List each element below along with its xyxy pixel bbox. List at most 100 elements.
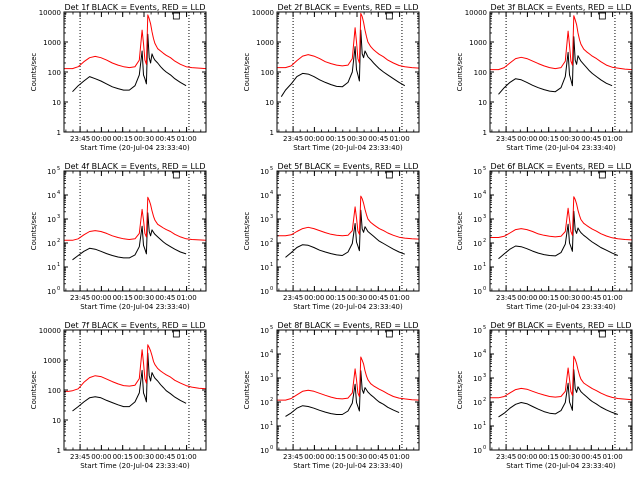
y-tick-exponent: 1: [483, 262, 486, 268]
y-tick-label: 1000: [469, 39, 487, 47]
y-tick-label: 10: [260, 192, 269, 200]
y-tick-exponent: 3: [483, 214, 486, 220]
x-tick-label: 00:00: [304, 294, 324, 302]
y-axis-label: Counts/sec: [456, 53, 464, 92]
x-axis-label: Start Time (20-Jul-04 23:33:40): [506, 144, 616, 152]
y-tick-label: 10: [47, 288, 56, 296]
x-axis-label: Start Time (20-Jul-04 23:33:40): [80, 144, 190, 152]
x-tick-label: 00:30: [560, 135, 580, 143]
legend-box-icon: [385, 171, 393, 179]
x-tick-label: 00:30: [560, 294, 580, 302]
y-tick-exponent: 0: [57, 286, 60, 292]
x-tick-label: 00:15: [326, 294, 346, 302]
chart-title: Det 2f BLACK = Events, RED = LLD: [277, 3, 418, 12]
y-tick-exponent: 4: [270, 190, 273, 196]
y-tick-label: 1: [270, 129, 274, 137]
y-tick-label: 10: [473, 240, 482, 248]
y-tick-exponent: 5: [483, 325, 486, 331]
y-tick-exponent: 0: [270, 286, 273, 292]
series-line-events: [498, 210, 618, 260]
x-tick-label: 00:30: [560, 453, 580, 461]
x-tick-label: 00:30: [347, 135, 367, 143]
x-tick-label: 00:15: [113, 453, 133, 461]
legend-box-icon: [172, 12, 180, 20]
x-tick-label: 01:00: [176, 135, 196, 143]
x-tick-label: 00:00: [517, 453, 537, 461]
x-tick-label: 00:15: [326, 135, 346, 143]
y-tick-label: 10: [265, 99, 274, 107]
y-tick-label: 10: [260, 216, 269, 224]
x-tick-label: 01:00: [389, 453, 409, 461]
plot-frame: [276, 329, 420, 451]
chart-title: Det 9f BLACK = Events, RED = LLD: [490, 321, 631, 330]
y-axis-label: Counts/sec: [456, 212, 464, 251]
y-axis-label: Counts/sec: [243, 371, 251, 410]
series-line-lld: [64, 14, 207, 70]
y-tick-exponent: 1: [57, 262, 60, 268]
y-tick-label: 10: [473, 447, 482, 455]
series-line-events: [498, 36, 613, 95]
series-line-events: [285, 370, 400, 417]
series-line-lld: [490, 355, 633, 401]
series-line-lld: [490, 196, 633, 241]
legend-box-icon: [598, 330, 606, 338]
x-tick-label: 23:45: [283, 135, 303, 143]
y-tick-exponent: 1: [270, 421, 273, 427]
y-tick-exponent: 0: [270, 445, 273, 451]
x-tick-label: 23:45: [496, 294, 516, 302]
chart-title: Det 3f BLACK = Events, RED = LLD: [490, 3, 631, 12]
legend-box-icon: [385, 330, 393, 338]
x-tick-label: 00:45: [155, 135, 175, 143]
x-tick-label: 00:30: [347, 294, 367, 302]
x-tick-label: 00:00: [91, 294, 111, 302]
y-tick-label: 10: [473, 288, 482, 296]
x-tick-label: 00:15: [326, 453, 346, 461]
y-tick-label: 1000: [256, 39, 274, 47]
y-tick-label: 1000: [43, 39, 61, 47]
y-tick-exponent: 3: [270, 373, 273, 379]
y-tick-label: 10: [47, 240, 56, 248]
y-tick-label: 10: [260, 399, 269, 407]
x-axis-label: Start Time (20-Jul-04 23:33:40): [80, 462, 190, 470]
y-tick-label: 10: [260, 351, 269, 359]
y-tick-label: 10: [260, 168, 269, 176]
x-tick-label: 00:45: [581, 294, 601, 302]
y-axis-label: Counts/sec: [243, 53, 251, 92]
chart-panel-1: Det 1f BLACK = Events, RED = LLD 1 10 100 10…: [30, 3, 207, 152]
y-tick-label: 10: [47, 192, 56, 200]
y-axis-label: Counts/sec: [456, 371, 464, 410]
y-tick-label: 10: [260, 327, 269, 335]
x-axis-label: Start Time (20-Jul-04 23:33:40): [80, 303, 190, 311]
y-tick-label: 10: [473, 423, 482, 431]
y-tick-exponent: 1: [483, 421, 486, 427]
y-tick-label: 10000: [39, 9, 61, 17]
chart-title: Det 7f BLACK = Events, RED = LLD: [64, 321, 205, 330]
y-tick-label: 10: [260, 288, 269, 296]
plot-frame: [489, 170, 633, 292]
x-tick-label: 00:00: [91, 135, 111, 143]
x-tick-label: 00:00: [517, 135, 537, 143]
y-tick-exponent: 5: [483, 166, 486, 172]
y-tick-exponent: 2: [483, 397, 486, 403]
y-tick-label: 10: [260, 240, 269, 248]
legend-box-icon: [172, 330, 180, 338]
y-tick-label: 10: [47, 264, 56, 272]
y-tick-label: 10: [260, 423, 269, 431]
x-axis-label: Start Time (20-Jul-04 23:33:40): [506, 303, 616, 311]
y-tick-exponent: 2: [57, 238, 60, 244]
y-tick-label: 10: [473, 327, 482, 335]
y-tick-exponent: 0: [483, 445, 486, 451]
legend-box-icon: [598, 171, 606, 179]
x-tick-label: 01:00: [602, 453, 622, 461]
x-tick-label: 01:00: [602, 294, 622, 302]
x-tick-label: 00:00: [304, 135, 324, 143]
y-tick-label: 10000: [465, 9, 487, 17]
series-line-events: [72, 352, 187, 412]
y-tick-label: 10: [478, 99, 487, 107]
y-tick-label: 10: [260, 447, 269, 455]
